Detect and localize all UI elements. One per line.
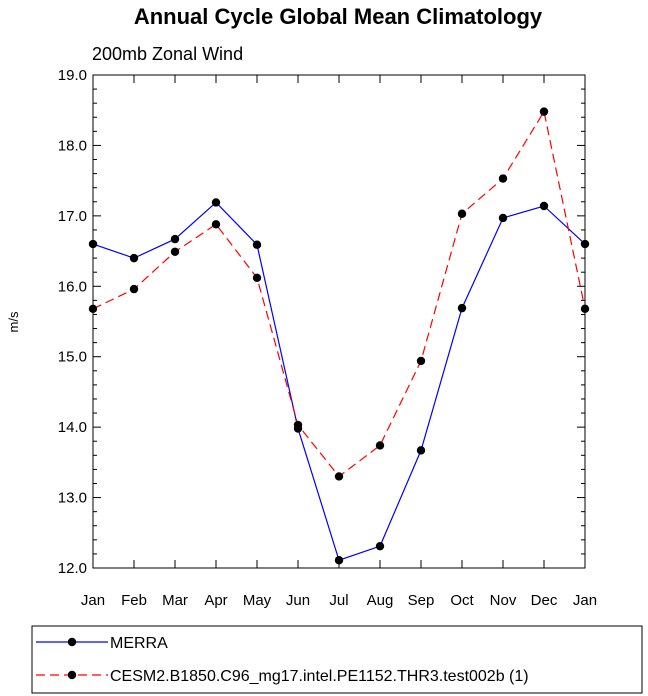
data-point [88, 239, 98, 249]
data-point [416, 446, 426, 455]
data-point [580, 239, 590, 249]
legend-label: CESM2.B1850.C96_mg17.intel.PE1152.THR3.t… [110, 668, 529, 685]
y-tick-label: 14.0 [58, 419, 87, 436]
x-tick-label: Jul [329, 592, 348, 609]
data-point [129, 284, 139, 294]
data-point [457, 303, 467, 313]
legend-entry: MERRA [36, 635, 168, 652]
legend-entry: CESM2.B1850.C96_mg17.intel.PE1152.THR3.t… [36, 668, 529, 685]
y-tick-label: 15.0 [58, 349, 87, 366]
data-point [539, 107, 549, 116]
data-point [211, 220, 221, 229]
data-point [416, 356, 426, 366]
data-point [457, 209, 467, 218]
data-point [129, 253, 139, 263]
data-point [252, 240, 262, 249]
series-layer [88, 107, 590, 565]
x-tick-label: Feb [121, 592, 147, 609]
y-axis: 12.0 13.0 14.0 15.0 16.0 17.0 18.0 19.0 [58, 67, 585, 577]
y-tick-label: 19.0 [58, 67, 87, 84]
legend-label: MERRA [110, 635, 168, 652]
series-line [92, 201, 586, 562]
data-point [580, 304, 590, 314]
series-1 [88, 198, 590, 565]
x-tick-label: May [243, 592, 272, 609]
series-2 [88, 107, 590, 481]
x-tick-label: Dec [531, 592, 558, 609]
legend: MERRA CESM2.B1850.C96_mg17.intel.PE1152.T… [31, 625, 643, 694]
x-axis: Jan Feb Mar Apr May Jun Jul Aug Sep Oct Nov Dec Jan [81, 75, 597, 609]
x-tick-label: Jan [573, 592, 597, 609]
legend-marker [67, 637, 77, 647]
x-tick-label: Aug [367, 592, 394, 609]
legend-marker [67, 670, 77, 680]
data-point [170, 247, 180, 256]
x-tick-label: Mar [162, 592, 188, 609]
legend-box [31, 625, 643, 694]
data-point [334, 556, 344, 565]
x-tick-label: Sep [408, 592, 435, 609]
y-tick-label: 13.0 [58, 490, 87, 507]
chart-subtitle: 200mb Zonal Wind [92, 44, 243, 64]
data-point [375, 441, 385, 450]
y-axis-label: m/s [6, 311, 21, 332]
x-tick-label: Jun [286, 592, 310, 609]
data-point [498, 213, 508, 223]
x-tick-label: Jan [81, 592, 105, 609]
data-point [498, 174, 508, 183]
x-tick-label: Nov [490, 592, 517, 609]
data-point [88, 304, 98, 314]
data-point [539, 201, 549, 211]
data-point [334, 472, 344, 481]
data-point [293, 420, 303, 430]
y-tick-label: 17.0 [58, 208, 87, 225]
x-tick-label: Oct [450, 592, 474, 609]
data-point [170, 234, 180, 244]
series-line [92, 110, 586, 478]
y-tick-label: 18.0 [58, 137, 87, 154]
x-tick-label: Apr [204, 592, 227, 609]
plot-area [92, 74, 586, 569]
y-tick-label: 16.0 [58, 278, 87, 295]
data-point [375, 541, 385, 551]
data-point [252, 273, 262, 283]
plot-frame [92, 74, 586, 569]
chart-title: Annual Cycle Global Mean Climatology [134, 4, 543, 29]
y-tick-label: 12.0 [58, 560, 87, 577]
data-point [211, 198, 221, 207]
